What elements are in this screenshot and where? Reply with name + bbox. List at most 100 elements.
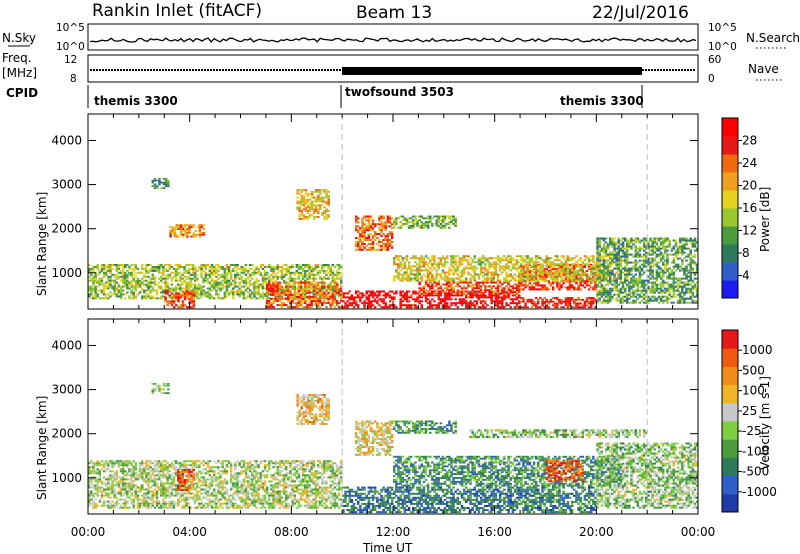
heatmap-cell (511, 285, 515, 288)
heatmap-cell (160, 285, 163, 288)
heatmap-cell (169, 230, 172, 232)
heatmap-cell (609, 261, 612, 264)
heatmap-cell (386, 244, 390, 247)
heatmap-cell (380, 227, 383, 230)
heatmap-cell (412, 265, 415, 268)
heatmap-cell (187, 281, 190, 284)
heatmap-cell (515, 293, 519, 295)
heatmap-cell (556, 304, 559, 307)
heatmap-cell (361, 237, 364, 239)
heatmap-cell (365, 244, 368, 247)
heatmap-cell (181, 230, 185, 232)
heatmap-cell (600, 291, 604, 294)
heatmap-cell (210, 277, 214, 280)
heatmap-cell (494, 257, 498, 260)
heatmap-cell (596, 245, 599, 248)
heatmap-cell (443, 217, 447, 220)
heatmap-cell (653, 239, 656, 242)
heatmap-cell (196, 233, 199, 236)
heatmap-cell (158, 178, 161, 180)
heatmap-cell (626, 285, 629, 288)
heatmap-cell (649, 249, 652, 252)
heatmap-cell (196, 279, 199, 282)
heatmap-cell (412, 257, 415, 260)
heatmap-cell (365, 225, 368, 228)
heatmap-cell (509, 257, 512, 260)
heatmap-cell (462, 273, 466, 276)
heatmap-cell (568, 271, 572, 274)
heatmap-cell (575, 302, 578, 305)
heatmap-cell (337, 266, 341, 268)
heatmap-cell (649, 253, 652, 256)
heatmap-cell (454, 263, 457, 266)
heatmap-cell (642, 249, 646, 252)
heatmap-cell (232, 279, 235, 282)
heatmap-cell (556, 255, 559, 258)
heatmap-cell (526, 279, 529, 282)
heatmap-cell (630, 245, 633, 248)
heatmap-cell (386, 239, 390, 241)
heatmap-cell (276, 293, 279, 296)
heatmap-cell (547, 280, 551, 283)
heatmap-cell (115, 293, 118, 296)
heatmap-cell (378, 217, 381, 220)
heatmap-cell (681, 291, 684, 294)
heatmap-cell (88, 267, 91, 270)
nsky-trace (89, 37, 697, 43)
heatmap-cell (204, 266, 207, 268)
heatmap-cell (119, 297, 123, 300)
heatmap-cell (405, 294, 409, 297)
heatmap-cell (272, 289, 275, 292)
heatmap-cell (471, 285, 474, 288)
heatmap-cell (450, 289, 453, 292)
heatmap-cell (186, 296, 189, 299)
heatmap-cell (621, 271, 625, 274)
heatmap-cell (443, 283, 447, 286)
heatmap-cell (119, 275, 123, 278)
heatmap-cell (460, 257, 464, 260)
heatmap-cell (321, 189, 324, 191)
heatmap-cell (446, 285, 449, 288)
heatmap-cell (386, 235, 390, 238)
heatmap-cell (634, 253, 637, 256)
heatmap-cell (617, 255, 620, 258)
heatmap-cell (367, 215, 371, 218)
heatmap-cell (196, 295, 199, 298)
heatmap-cell (647, 295, 650, 298)
heatmap-cell (291, 271, 294, 274)
heatmap-cell (632, 301, 635, 304)
heatmap-cell (278, 287, 282, 290)
heatmap-cell (482, 294, 485, 297)
heatmap-cell (177, 273, 180, 276)
heatmap-cell (331, 277, 335, 280)
heatmap-cell (590, 268, 593, 271)
heatmap-cell (151, 297, 154, 300)
heatmap-cell (274, 267, 277, 270)
heatmap-cell (316, 266, 320, 268)
heatmap-cell (676, 299, 680, 302)
heatmap-cell (482, 283, 485, 286)
heatmap-cell (162, 291, 165, 294)
heatmap-cell (308, 216, 312, 218)
heatmap-cell (556, 277, 559, 280)
heatmap-cell (329, 267, 332, 270)
heatmap-cell (329, 283, 332, 286)
heatmap-cell (543, 269, 546, 272)
heatmap-cell (604, 271, 608, 274)
heatmap-cell (259, 266, 263, 268)
heatmap-cell (119, 285, 123, 288)
heatmap-cell (441, 221, 445, 223)
heatmap-cell (583, 271, 587, 274)
heatmap-cell (530, 279, 534, 282)
heatmap-cell (393, 306, 396, 309)
heatmap-cell (473, 300, 476, 303)
heatmap-cell (280, 293, 284, 296)
heatmap-cell (566, 297, 570, 299)
heatmap-cell (431, 265, 434, 268)
heatmap-cell (386, 219, 390, 222)
heatmap-cell (683, 299, 686, 302)
heatmap-cell (549, 265, 553, 268)
heatmap-cell (479, 294, 483, 297)
heatmap-cell (225, 291, 229, 294)
heatmap-cell (316, 271, 320, 274)
